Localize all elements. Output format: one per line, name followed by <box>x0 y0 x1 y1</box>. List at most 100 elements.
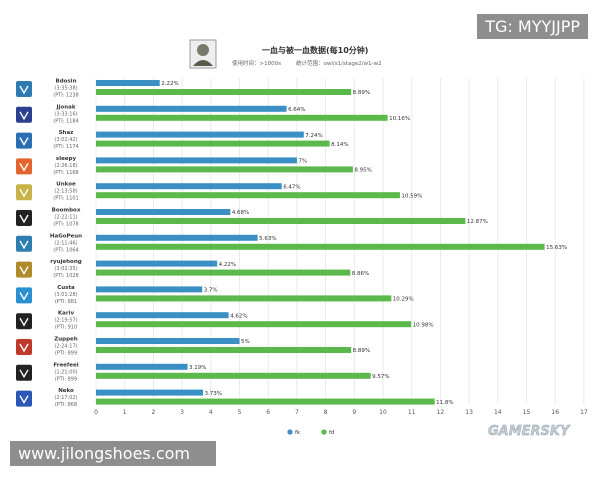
bar-value-label: 8.89% <box>353 90 370 96</box>
player-name: Kariv <box>58 311 75 317</box>
site-watermark: www.jilongshoes.com <box>10 441 216 466</box>
team-logo-icon <box>16 132 32 149</box>
bar-value-label: 2.22% <box>161 81 178 87</box>
player-time: (2:24:17) <box>54 344 77 350</box>
bar-fd <box>96 347 352 353</box>
bar-value-label: 15.63% <box>546 245 567 251</box>
chart-subtitle-right: 统计范围：owl/s1/stage2/w1-w2 <box>296 59 382 67</box>
bar-fk <box>96 234 258 241</box>
bar-value-label: 9.57% <box>372 374 389 380</box>
x-tick-label: 5 <box>238 409 242 416</box>
player-time: (2:17:02) <box>54 395 77 401</box>
player-pti: (PTI: 1184 <box>53 118 79 124</box>
player-name: Jjonak <box>56 104 76 110</box>
player-row: Custa(3:01:28)(PTI: 881 3.7% 10.29% <box>16 285 414 305</box>
bar-fk <box>96 183 282 190</box>
bar-value-label: 6.64% <box>288 107 305 113</box>
legend: fk fd <box>287 429 334 436</box>
player-time: (2:26:18) <box>54 163 77 169</box>
team-logo-icon <box>16 313 32 330</box>
player-pti: (PTI: 899 <box>55 351 77 357</box>
team-logo-icon <box>16 287 32 304</box>
player-row: Bdosin(3:35:38)(PTI: 1238 2.22% 8.89% <box>16 79 370 99</box>
player-time: (2:13:58) <box>54 189 77 195</box>
team-logo-icon <box>16 261 32 278</box>
bar-value-label: 3.19% <box>189 365 206 371</box>
player-time: (1:21:00) <box>54 369 77 375</box>
player-name: Shaz <box>59 130 74 136</box>
bar-fk <box>96 157 297 164</box>
x-tick-label: 1 <box>123 409 127 416</box>
player-time: (2:11:46) <box>54 240 77 246</box>
player-time: (2:19:57) <box>54 318 77 324</box>
player-time: (3:35:38) <box>54 86 77 92</box>
legend-marker-fd <box>321 429 327 435</box>
x-tick-label: 12 <box>437 409 445 416</box>
bar-fk <box>96 389 204 396</box>
player-pti: (PTI: 1078 <box>53 222 79 228</box>
player-row: sleepy(2:26:18)(PTI: 1168 7% 8.95% <box>16 156 372 176</box>
team-logo-icon <box>16 158 32 175</box>
bar-fd <box>96 114 388 121</box>
x-tick-label: 0 <box>94 409 98 416</box>
player-name: ryujehong <box>50 259 81 265</box>
x-tick-label: 11 <box>408 409 416 416</box>
x-tick-label: 7 <box>295 409 299 416</box>
x-tick-label: 8 <box>324 409 328 416</box>
player-pti: (PTI: 899 <box>55 376 77 382</box>
player-row: Zuppeh(2:24:17)(PTI: 899 5% 8.89% <box>16 337 370 357</box>
bar-fk <box>96 312 229 319</box>
player-pti: (PTI: 1168 <box>53 170 79 176</box>
bar-value-label: 8.14% <box>331 142 348 148</box>
chart-title: 一血与被一血数据(每10分钟) <box>262 45 368 55</box>
bar-value-label: 4.68% <box>232 210 249 216</box>
player-time: (3:02:42) <box>54 137 77 143</box>
player-name: Bdosin <box>56 79 77 85</box>
bar-value-label: 7% <box>298 159 307 165</box>
bar-value-label: 6.47% <box>283 184 300 190</box>
player-name: Freefeel <box>53 362 78 368</box>
grid <box>95 78 585 404</box>
bar-value-label: 8.89% <box>353 348 370 354</box>
bar-fd <box>96 166 353 173</box>
bar-value-label: 12.87% <box>467 219 488 225</box>
x-axis: 0 1 2 3 4 5 6 7 8 9 10 11 12 13 14 15 16 17 <box>94 409 588 416</box>
bar-value-label: 4.22% <box>219 262 236 268</box>
team-logo-icon <box>16 106 32 123</box>
team-logo-icon <box>16 81 32 97</box>
player-name: Zuppeh <box>54 337 78 343</box>
player-row: HaGoPeun(2:11:46)(PTI: 1064 5.63% 15.63% <box>16 233 567 253</box>
bar-fk <box>96 105 287 112</box>
legend-marker-fk <box>287 429 293 435</box>
bar-value-label: 5.63% <box>259 236 276 242</box>
player-time: (2:22:11) <box>54 215 77 221</box>
bar-fd <box>96 89 352 95</box>
bar-value-label: 10.98% <box>413 322 434 328</box>
watermark: GAMERSKY <box>488 424 571 439</box>
x-tick-label: 9 <box>352 409 356 416</box>
bar-value-label: 10.29% <box>393 297 414 303</box>
x-tick-label: 16 <box>551 409 559 416</box>
x-tick-label: 2 <box>151 409 155 416</box>
player-name: Unkoe <box>56 182 76 188</box>
player-name: Custa <box>57 285 75 291</box>
player-row: Neko(2:17:02)(PTI: 868 3.73% 11.8% <box>16 388 454 408</box>
bar-value-label: 11.8% <box>436 400 453 406</box>
player-row: Unkoe(2:13:58)(PTI: 1101 6.47% 10.59% <box>16 182 422 202</box>
chart-subtitle-left: 使用时间：>1800s <box>232 59 281 67</box>
player-name: HaGoPeun <box>50 233 82 239</box>
player-name: sleepy <box>56 156 77 162</box>
bar-fd <box>96 295 392 302</box>
x-tick-label: 3 <box>180 409 184 416</box>
bar-fd <box>96 218 466 224</box>
team-logo-icon <box>16 184 32 201</box>
bar-fd <box>96 398 435 405</box>
bar-value-label: 4.62% <box>230 313 247 319</box>
bar-fk <box>96 338 240 344</box>
rows: Bdosin(3:35:38)(PTI: 1238 2.22% 8.89% Jjona… <box>16 79 567 408</box>
team-logo-icon <box>16 339 32 355</box>
player-pti: (PTI: 910 <box>55 325 77 331</box>
legend-label: fk <box>295 430 301 436</box>
player-pti: (PTI: 1174 <box>53 144 79 150</box>
